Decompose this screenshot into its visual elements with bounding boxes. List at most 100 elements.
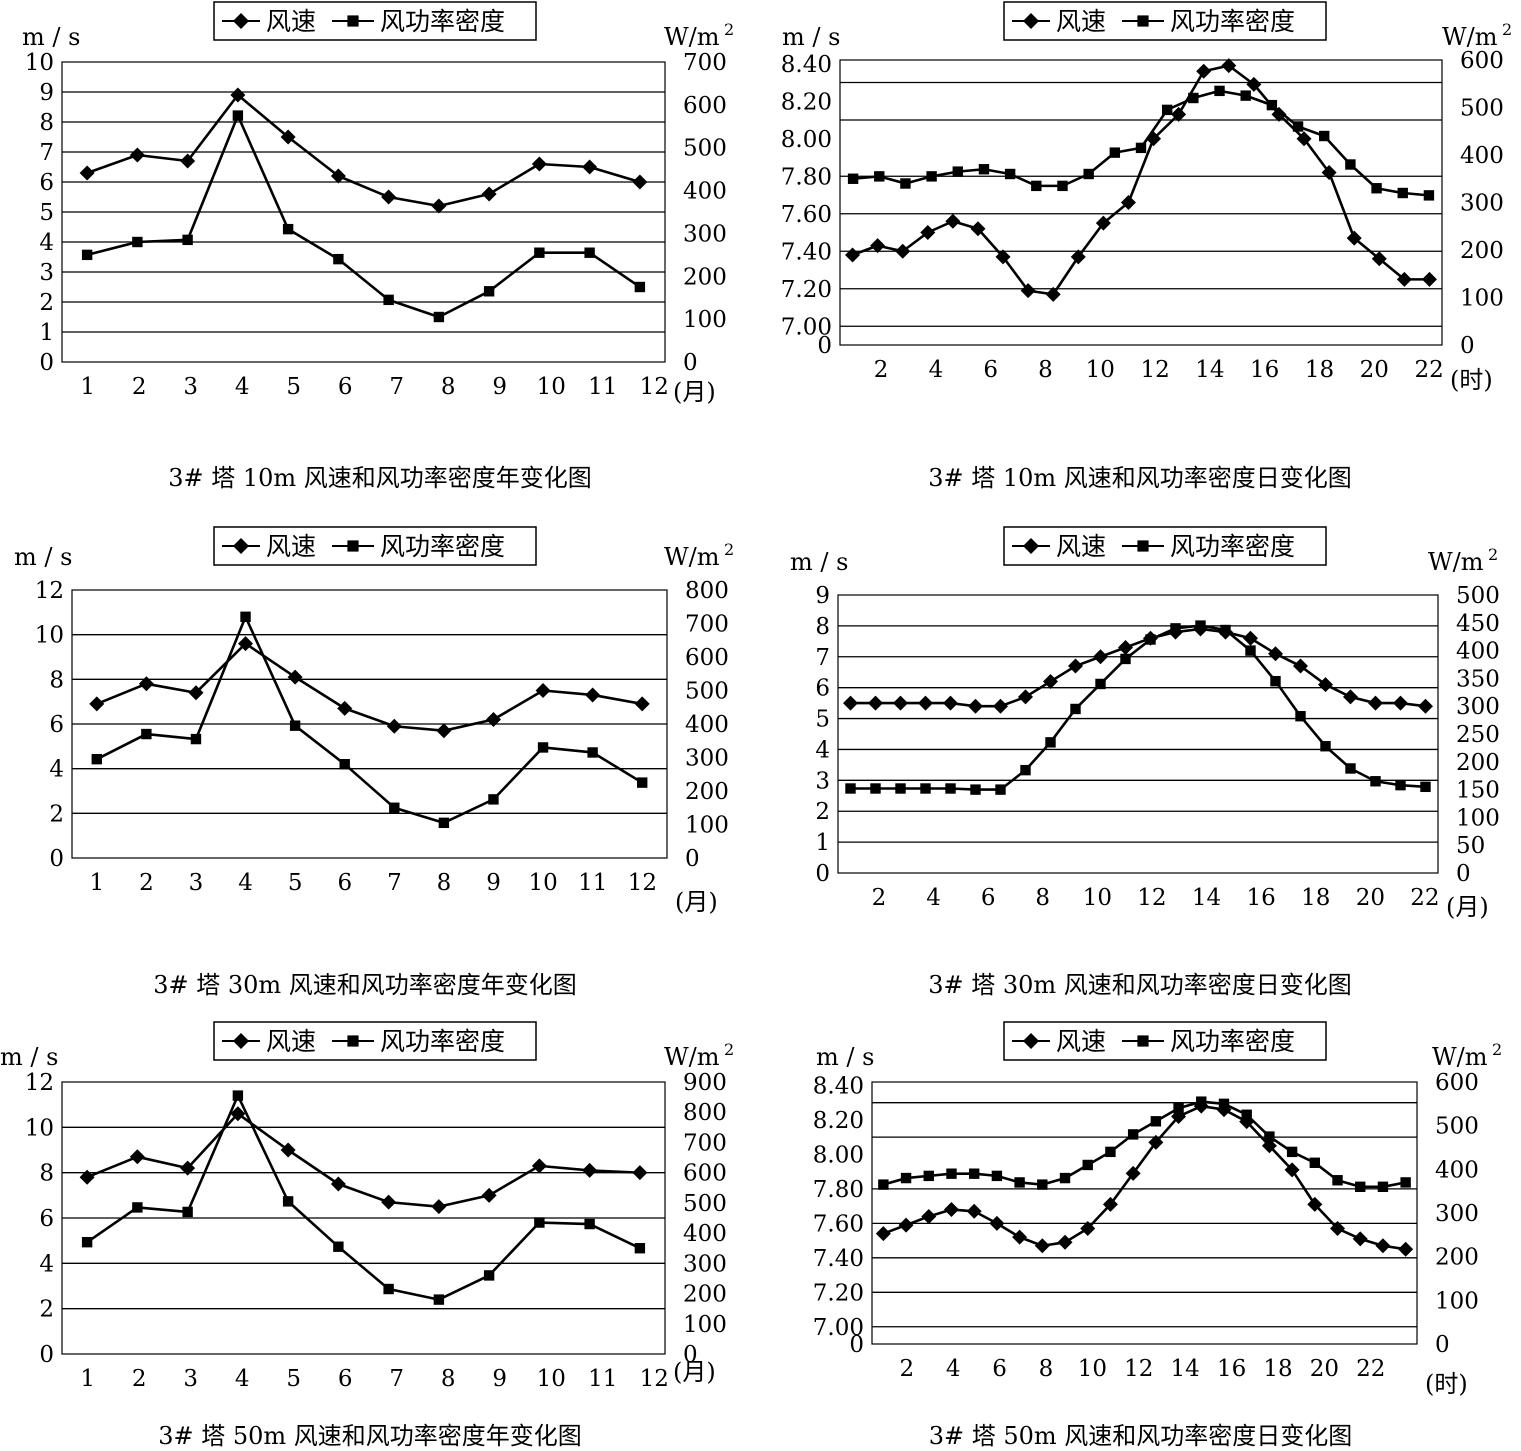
c4-y2tick-4: 300	[1456, 694, 1500, 720]
c1-legend-label-1: 风速	[266, 7, 316, 36]
c1-legend: 风速 风功率密度	[213, 1, 537, 41]
c2-series-1-point-5	[945, 213, 961, 229]
c3-xunit: (月)	[675, 888, 718, 916]
c4-legend-label-1: 风速	[1056, 532, 1106, 561]
c5-y2tick-0: 900	[683, 1070, 727, 1096]
c3-y2tick-8: 0	[685, 846, 700, 872]
c6-xtick-7: 16	[1217, 1356, 1246, 1382]
c3-y2tick-2: 600	[685, 645, 729, 671]
c6-series-1-point-21	[1330, 1221, 1346, 1237]
c1-xtick-7: 8	[441, 374, 456, 400]
c2-y2tick-6: 0	[1460, 333, 1475, 359]
c6-ytick-2: 8.00	[813, 1142, 864, 1168]
c4-ytick-2: 7	[815, 645, 830, 671]
c1-series-1-point-2	[129, 147, 145, 163]
c6-series-1-point-13	[1148, 1134, 1164, 1150]
c2-series-1-point-16	[1221, 58, 1237, 74]
c2-xtick-10: 22	[1414, 357, 1443, 383]
c3-series-2-line	[96, 615, 643, 825]
c1-legend-square-icon	[347, 15, 359, 27]
c4-series-1-point-23	[1393, 695, 1408, 711]
c6-series-2-point-6	[991, 1170, 1003, 1182]
c4-series-2-point-14	[1170, 623, 1181, 634]
c3-y2tick-7: 100	[685, 813, 729, 839]
c6-series-2-point-4	[946, 1168, 957, 1179]
c6-xtick-8: 18	[1263, 1356, 1292, 1382]
c6-legend: 风速 风功率密度	[1003, 1021, 1327, 1061]
c4-series-2-point-11	[1095, 678, 1106, 690]
c6-ytick-8: 0	[849, 1332, 864, 1358]
c5-y2label-sup: 2	[724, 1040, 734, 1059]
c3-ytick-6: 0	[49, 846, 64, 872]
c1-ytick-7: 3	[39, 260, 54, 286]
c6-series-2-point-2	[900, 1172, 912, 1184]
c6-series-2-point-24	[1400, 1177, 1411, 1188]
c2-series-1-point-14	[1171, 106, 1187, 122]
c3-xtick-8: 9	[486, 870, 501, 896]
c3-series-1-point-5	[287, 669, 303, 685]
c5-series-2-point-6	[333, 1241, 344, 1252]
c6-xtick-3: 8	[1039, 1356, 1054, 1382]
c1-xtick-5: 6	[338, 374, 353, 400]
c4-series-2-point-19	[1295, 711, 1306, 722]
c4-series-1-line	[850, 627, 1426, 708]
c3-xtick-11: 12	[628, 870, 657, 896]
c3-ytick-4: 4	[49, 757, 64, 783]
c2-ytick-2: 8.00	[781, 127, 832, 153]
c2-y2tick-3: 300	[1460, 191, 1504, 217]
c3-xtick-3: 4	[238, 870, 253, 896]
c4-series-1-point-5	[943, 695, 958, 711]
c4-series-1-point-7	[993, 698, 1008, 714]
c5-series-1-point-12	[632, 1165, 648, 1181]
c4-series-2-point-17	[1245, 645, 1256, 656]
c2-xtick-2: 6	[983, 357, 998, 383]
c6-series-2-point-5	[968, 1168, 980, 1179]
c2-series-1-point-18	[1271, 106, 1287, 122]
c1-xtick-10: 11	[588, 374, 617, 400]
c4-ytick-9: 0	[815, 861, 830, 887]
c2-series-2-point-15	[1214, 85, 1225, 97]
c2-ytick-7: 7.00	[781, 314, 832, 340]
c4-xtick-6: 14	[1192, 885, 1221, 911]
c5-y2label: W/m	[664, 1043, 720, 1071]
c6-series-1-point-23	[1375, 1238, 1391, 1254]
c5-xtick-10: 11	[588, 1366, 617, 1392]
c5-series-1-point-3	[180, 1160, 196, 1176]
c4-series-2-point-9	[1045, 737, 1056, 748]
c5-series-2-point-2	[132, 1202, 143, 1213]
c6-series-1-point-7	[1012, 1229, 1028, 1245]
c5-series-2-point-5	[282, 1196, 294, 1207]
c6-xtick-0: 2	[899, 1356, 914, 1382]
c4-series-2-point-24	[1420, 781, 1431, 793]
c2-series-2-point-19	[1319, 130, 1330, 142]
c1-series-1-point-9	[481, 186, 497, 202]
c2-series-2-point-12	[1135, 142, 1147, 154]
c5-series-2-point-3	[182, 1206, 193, 1218]
c1-series-2-point-12	[634, 281, 646, 293]
c2-y2tick-1: 500	[1460, 96, 1504, 122]
c3-series-2-point-1	[91, 753, 102, 765]
c6-y2tick-4: 200	[1435, 1245, 1479, 1271]
c2-series-1-point-6	[970, 221, 986, 237]
c5-y2tick-8: 100	[683, 1312, 727, 1338]
c1-series-2-point-4	[232, 110, 244, 121]
c5-y2tick-9: 0	[683, 1342, 698, 1368]
c6-xtick-2: 6	[992, 1356, 1007, 1382]
c1-xtick-3: 4	[235, 374, 250, 400]
c3-series-1-point-6	[337, 700, 353, 716]
chart-panel-3: 风速 风功率密度 m / s W/m 2 12 10 8 6 4 2 0 800 700 600 500 400…	[0, 525, 760, 1005]
c1-series-2-point-5	[282, 223, 294, 235]
c5-ytick-0: 12	[25, 1070, 54, 1096]
c4-series-1-point-17	[1243, 630, 1258, 646]
c2-xtick-9: 20	[1360, 357, 1389, 383]
c1-ytick-4: 6	[39, 170, 54, 196]
c2-series-2-point-16	[1240, 90, 1251, 101]
c4-series-1-point-22	[1368, 695, 1383, 711]
c6-plot-area	[871, 1081, 1418, 1345]
c4-xtick-10: 22	[1410, 885, 1439, 911]
c1-xtick-1: 2	[132, 374, 147, 400]
c6-series-2-point-21	[1332, 1175, 1343, 1186]
c4-xunit: (月)	[1446, 893, 1489, 921]
